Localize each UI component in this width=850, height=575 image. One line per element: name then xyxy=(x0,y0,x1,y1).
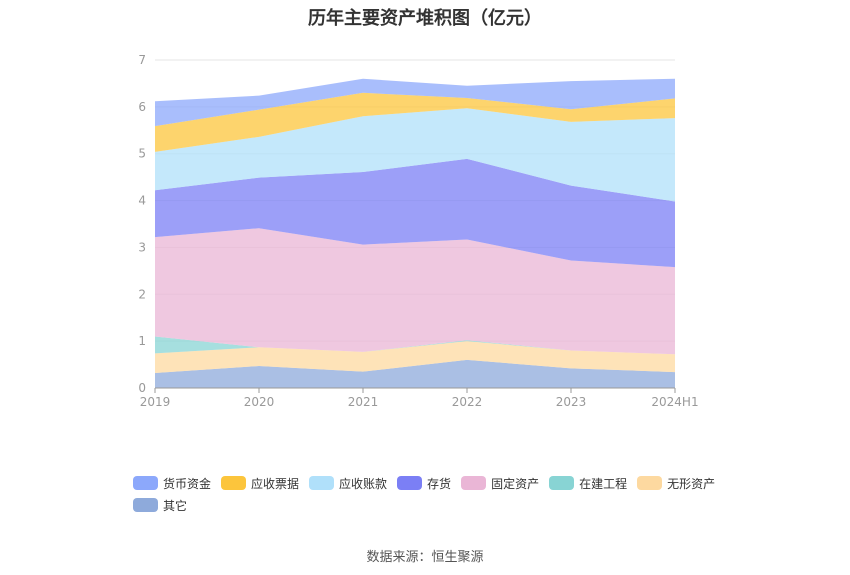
stacked-area-chart: 0 1 2 3 4 5 6 7 2019 2020 2021 2022 2023 2024H1 xyxy=(138,53,698,409)
y-tick-label: 5 xyxy=(138,147,146,161)
legend-item[interactable]: 固定资产 xyxy=(461,472,539,494)
area-series-0 xyxy=(155,359,675,388)
legend-swatch xyxy=(637,476,663,490)
legend-swatch xyxy=(133,498,158,512)
legend-swatch xyxy=(397,476,423,490)
x-tick-label: 2021 xyxy=(348,395,379,409)
legend-label: 应收账款 xyxy=(339,476,388,491)
x-tick-label: 2023 xyxy=(556,395,587,409)
legend-item[interactable]: 在建工程 xyxy=(549,472,627,494)
legend-swatch xyxy=(461,476,487,490)
x-tick-label: 2024H1 xyxy=(651,395,698,409)
chart-legend: 货币资金 应收票据 应收账款 存货 固定资产 在建工程 无形资产其它 xyxy=(133,472,733,516)
y-tick-label: 7 xyxy=(138,53,146,67)
legend-item[interactable]: 无形资产 xyxy=(637,472,715,494)
y-tick-label: 2 xyxy=(138,287,146,301)
x-tick-label: 2019 xyxy=(140,395,171,409)
legend-swatch xyxy=(133,476,158,490)
area-series-7 xyxy=(155,78,675,127)
y-tick-label: 4 xyxy=(138,194,146,208)
legend-item[interactable]: 应收票据 xyxy=(221,472,299,494)
y-tick-label: 6 xyxy=(138,100,146,114)
legend-swatch xyxy=(309,476,335,490)
legend-item[interactable]: 存货 xyxy=(397,472,451,494)
x-tick-label: 2020 xyxy=(244,395,275,409)
area-series-1 xyxy=(155,341,675,374)
legend-label: 存货 xyxy=(427,476,452,491)
legend-swatch xyxy=(549,476,575,490)
area-series-3 xyxy=(155,228,675,355)
legend-label: 应收票据 xyxy=(251,476,300,491)
x-tick-label: 2022 xyxy=(452,395,483,409)
y-tick-label: 3 xyxy=(138,240,146,254)
legend-item[interactable]: 货币资金 xyxy=(133,472,211,494)
legend-label: 其它 xyxy=(163,498,188,513)
legend-item[interactable]: 其它 xyxy=(133,494,187,516)
y-tick-label: 1 xyxy=(138,334,146,348)
y-tick-label: 0 xyxy=(138,381,146,395)
legend-label: 固定资产 xyxy=(491,476,540,491)
legend-label: 货币资金 xyxy=(163,476,212,491)
chart-title: 历年主要资产堆积图（亿元） xyxy=(308,8,542,29)
area-series-5 xyxy=(155,108,675,202)
area-series-4 xyxy=(155,158,675,268)
legend-item[interactable]: 应收账款 xyxy=(309,472,387,494)
legend-label: 无形资产 xyxy=(667,476,716,491)
area-series-6 xyxy=(155,92,675,152)
legend-label: 在建工程 xyxy=(579,476,628,491)
data-source: 数据来源：恒生聚源 xyxy=(366,550,484,565)
legend-swatch xyxy=(221,476,247,490)
